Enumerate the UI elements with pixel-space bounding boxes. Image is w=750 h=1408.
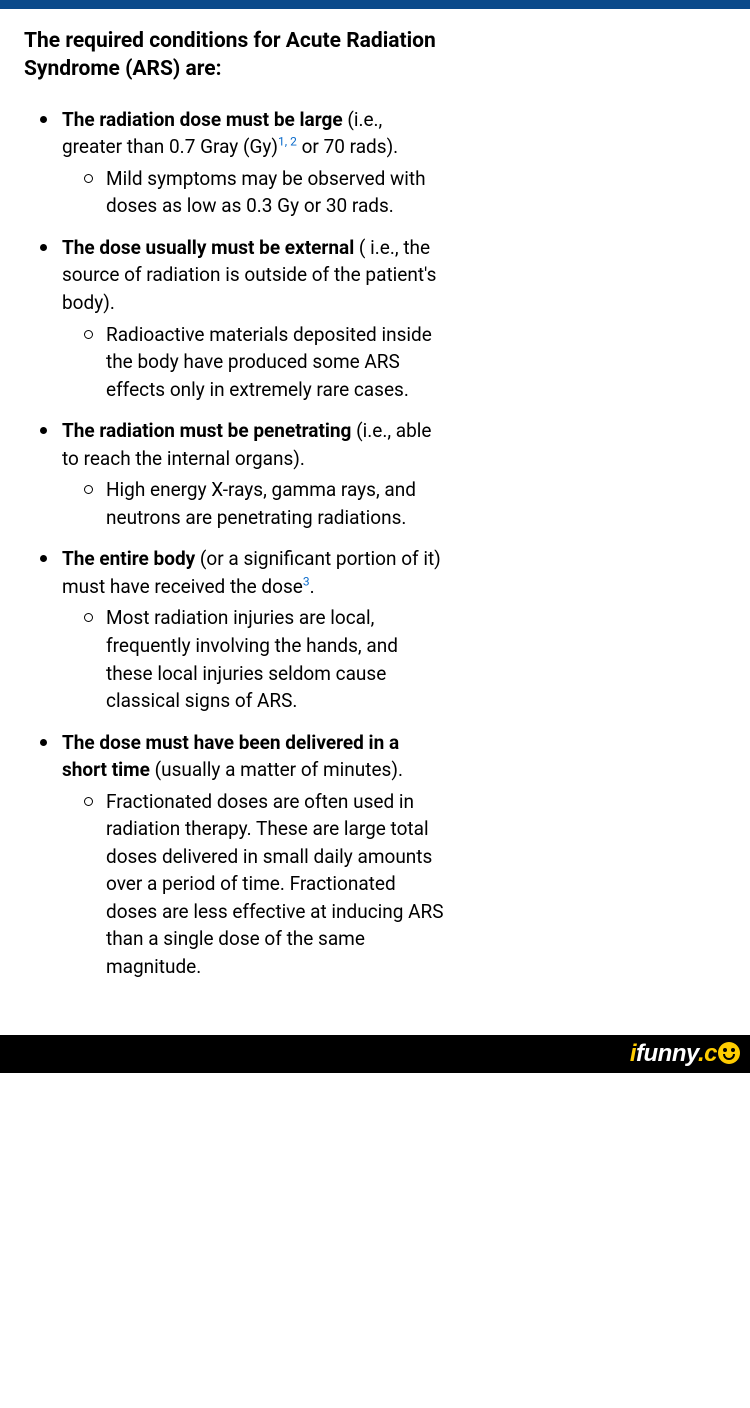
sub-list-item: Radioactive materials deposited inside t… [106,321,444,404]
item-bold: The radiation dose must be large [62,108,343,131]
sub-list: Mild symptoms may be observed with doses… [62,165,444,220]
item-text: (usually a matter of minutes). [150,758,403,781]
watermark-funny: funny [636,1040,698,1067]
item-bold: The dose usually must be external [62,236,354,259]
list-item: The dose must have been delivered in a s… [62,729,444,981]
sub-list-item: Mild symptoms may be observed with doses… [106,165,444,220]
sub-list-item: Fractionated doses are often used in rad… [106,788,444,981]
sub-list: High energy X-rays, gamma rays, and neut… [62,476,444,531]
page-heading: The required conditions for Acute Radiat… [24,27,444,84]
sub-list: Fractionated doses are often used in rad… [62,788,444,981]
bottom-watermark-bar: ifunny.c [0,1035,750,1073]
sub-list-item: High energy X-rays, gamma rays, and neut… [106,476,444,531]
top-accent-bar [0,0,750,9]
watermark-c: c [704,1040,717,1067]
item-text: or 70 rads). [297,135,398,158]
conditions-list: The radiation dose must be large (i.e., … [24,106,444,981]
sub-list: Most radiation injuries are local, frequ… [62,604,444,714]
item-text: . [310,575,315,598]
smiley-icon [718,1042,740,1064]
list-item: The radiation must be penetrating (i.e.,… [62,417,444,531]
list-item: The dose usually must be external ( i.e.… [62,234,444,403]
footnote-ref[interactable]: 1, 2 [278,135,297,149]
list-item: The radiation dose must be large (i.e., … [62,106,444,220]
document-content: The required conditions for Acute Radiat… [0,9,468,1035]
footnote-ref[interactable]: 3 [303,575,310,589]
list-item: The entire body (or a significant portio… [62,545,444,714]
item-bold: The entire body [62,547,195,570]
sub-list: Radioactive materials deposited inside t… [62,321,444,404]
item-bold: The radiation must be penetrating [62,419,351,442]
sub-list-item: Most radiation injuries are local, frequ… [106,604,444,714]
watermark-logo[interactable]: ifunny.c [630,1040,740,1068]
